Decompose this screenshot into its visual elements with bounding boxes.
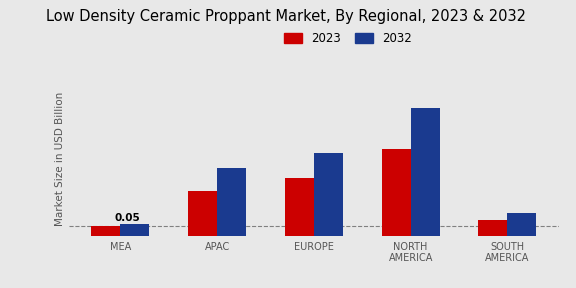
Text: 0.05: 0.05 xyxy=(114,213,140,223)
Bar xyxy=(285,178,314,236)
Bar xyxy=(92,226,120,236)
Bar xyxy=(188,191,217,236)
Text: Low Density Ceramic Proppant Market, By Regional, 2023 & 2032: Low Density Ceramic Proppant Market, By … xyxy=(46,9,526,24)
Bar xyxy=(217,168,246,236)
Bar xyxy=(314,153,343,236)
Bar xyxy=(507,213,536,236)
Bar xyxy=(411,108,439,236)
Bar xyxy=(120,224,149,236)
Legend: 2023, 2032: 2023, 2032 xyxy=(279,27,417,50)
Bar xyxy=(382,149,411,236)
Y-axis label: Market Size in USD Billion: Market Size in USD Billion xyxy=(55,91,65,226)
Bar xyxy=(479,219,507,236)
